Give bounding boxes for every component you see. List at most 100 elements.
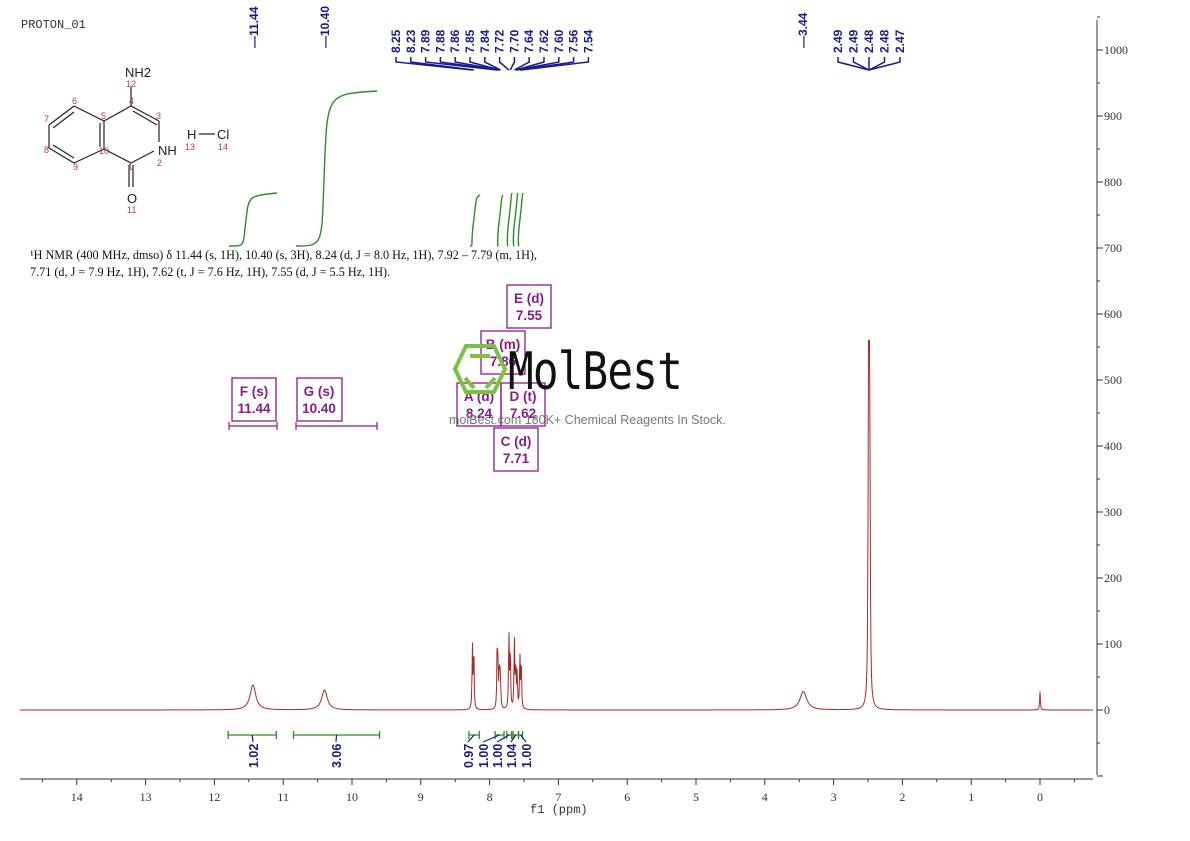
nmr-description: ¹H NMR (400 MHz, dmso) δ 11.44 (s, 1H), …	[30, 247, 630, 281]
atom-num: 3	[156, 111, 161, 121]
y-tick-label: 300	[1104, 505, 1122, 519]
x-tick-label: 9	[418, 790, 424, 804]
peak-label: 7.64	[522, 29, 536, 53]
atom-nh: NH	[158, 143, 177, 158]
svg-text:C (d): C (d)	[501, 434, 532, 449]
svg-text:E (d): E (d)	[514, 291, 544, 306]
peak-label: —3.44	[796, 12, 810, 48]
multiplet-box-E: E (d) 7.55	[506, 284, 552, 329]
peak-labels: —11.44 —10.40 —3.448.25 8.23 7.89 7.88 7.86 7.8…	[247, 6, 907, 71]
atom-num: 12	[126, 79, 136, 89]
spectrum-trace	[20, 339, 1093, 711]
multiplet-boxes: F (s)11.44G (s)10.40A (d)8.24B (m)7.86C …	[228, 284, 552, 472]
multiplet-box-C: C (d) 7.71	[493, 427, 539, 472]
peak-label: 7.72	[493, 29, 507, 53]
x-tick-label: 4	[762, 790, 768, 804]
svg-text:G (s): G (s)	[304, 384, 335, 399]
multiplet-box-F: F (s) 11.44	[231, 377, 277, 422]
x-tick-label: 7	[555, 790, 561, 804]
integral-value: 0.97	[462, 744, 476, 768]
atom-num: 9	[73, 162, 78, 172]
svg-text:D (t): D (t)	[510, 389, 537, 404]
atom-nh2: NH2	[125, 65, 151, 80]
x-tick-label: 8	[487, 790, 493, 804]
peak-label: 7.56	[567, 29, 581, 53]
atom-num: 5	[101, 111, 106, 121]
peak-label: 2.48	[878, 29, 892, 53]
x-tick-label: 13	[140, 790, 152, 804]
x-tick-label: 6	[624, 790, 630, 804]
peak-label: 7.60	[552, 29, 566, 53]
integral-value: 1.00	[520, 744, 534, 768]
y-tick-label: 1000	[1104, 43, 1128, 57]
integral-value: 1.02	[247, 744, 261, 768]
integral-value: 1.00	[477, 744, 491, 768]
svg-text:11.44: 11.44	[237, 401, 271, 416]
peak-label: 8.25	[389, 29, 403, 53]
molbest-logo-icon	[452, 344, 508, 394]
y-tick-label: 800	[1104, 175, 1122, 189]
x-axis-label: f1 (ppm)	[530, 803, 588, 817]
chemical-structure: NH2 NH O H Cl 12 2 11 13 14 1 3 4 5 6 7 …	[44, 65, 229, 215]
integral-curve	[506, 192, 513, 247]
x-axis: 14 13 12 11 10 9 8 7 6 5 4 3 2 1 0	[20, 778, 1093, 804]
y-tick-label: 0	[1104, 703, 1110, 717]
peak-label: 2.47	[893, 29, 907, 53]
y-tick-label: 400	[1104, 439, 1122, 453]
y-tick-label: 100	[1104, 637, 1122, 651]
watermark-logo-text: MolBest	[508, 342, 683, 402]
peak-label: 2.49	[847, 29, 861, 53]
integral-curve	[496, 194, 504, 247]
x-tick-label: 2	[899, 790, 905, 804]
peak-label: —11.44	[247, 6, 261, 48]
peak-label: 7.85	[463, 29, 477, 53]
x-tick-label: 14	[71, 790, 83, 804]
multiplet-box-D: D (t) 7.62	[500, 382, 546, 427]
y-tick-label: 600	[1104, 307, 1122, 321]
y-tick-label: 500	[1104, 373, 1122, 387]
svg-text:10.40: 10.40	[302, 401, 336, 416]
integral-curve	[295, 90, 378, 247]
svg-text:F (s): F (s)	[240, 384, 269, 399]
y-tick-label: 700	[1104, 241, 1122, 255]
spectrum-title: PROTON_01	[21, 18, 86, 32]
watermark-subtext: molBest.com 180K+ Chemical Reagents In S…	[449, 413, 726, 427]
atom-num: 2	[157, 158, 162, 168]
svg-text:7.71: 7.71	[503, 451, 530, 466]
svg-text:8.24: 8.24	[466, 406, 493, 421]
y-tick-label: 900	[1104, 109, 1122, 123]
x-tick-label: 3	[831, 790, 837, 804]
peak-label: —10.40	[318, 6, 332, 48]
atom-num: 8	[44, 145, 49, 155]
y-axis: 0 100 200 300 400 500 600 700 800 900 1000	[1096, 16, 1128, 777]
x-tick-label: 5	[693, 790, 699, 804]
peak-label: 7.62	[537, 29, 551, 53]
integral-value: 1.04	[505, 744, 519, 768]
integral-curve	[512, 192, 519, 247]
peak-label: 7.86	[448, 29, 462, 53]
svg-text:7.62: 7.62	[510, 406, 536, 421]
y-tick-label: 200	[1104, 571, 1122, 585]
atom-num: 11	[127, 205, 136, 215]
x-tick-label: 12	[208, 790, 220, 804]
peak-label: 7.54	[581, 29, 595, 53]
multiplet-box-G: G (s) 10.40	[296, 377, 343, 422]
nmr-description-line-2: 7.71 (d, J = 7.9 Hz, 1H), 7.62 (t, J = 7…	[30, 265, 391, 279]
atom-num: 7	[44, 114, 49, 124]
x-tick-label: 0	[1037, 790, 1043, 804]
nmr-description-line-1: ¹H NMR (400 MHz, dmso) δ 11.44 (s, 1H), …	[30, 248, 538, 262]
x-tick-label: 11	[277, 790, 289, 804]
integral-value: 1.00	[491, 744, 505, 768]
atom-num: 14	[218, 142, 228, 152]
atom-num: 1	[128, 162, 133, 172]
atom-num: 10	[99, 146, 109, 156]
x-tick-label: 1	[968, 790, 974, 804]
integral-curves	[228, 90, 524, 247]
peak-label: 7.70	[507, 29, 521, 53]
peak-label: 7.88	[433, 29, 447, 53]
peak-label: 2.48	[862, 29, 876, 53]
svg-text:7.55: 7.55	[516, 308, 543, 323]
integral-curve	[469, 194, 481, 247]
